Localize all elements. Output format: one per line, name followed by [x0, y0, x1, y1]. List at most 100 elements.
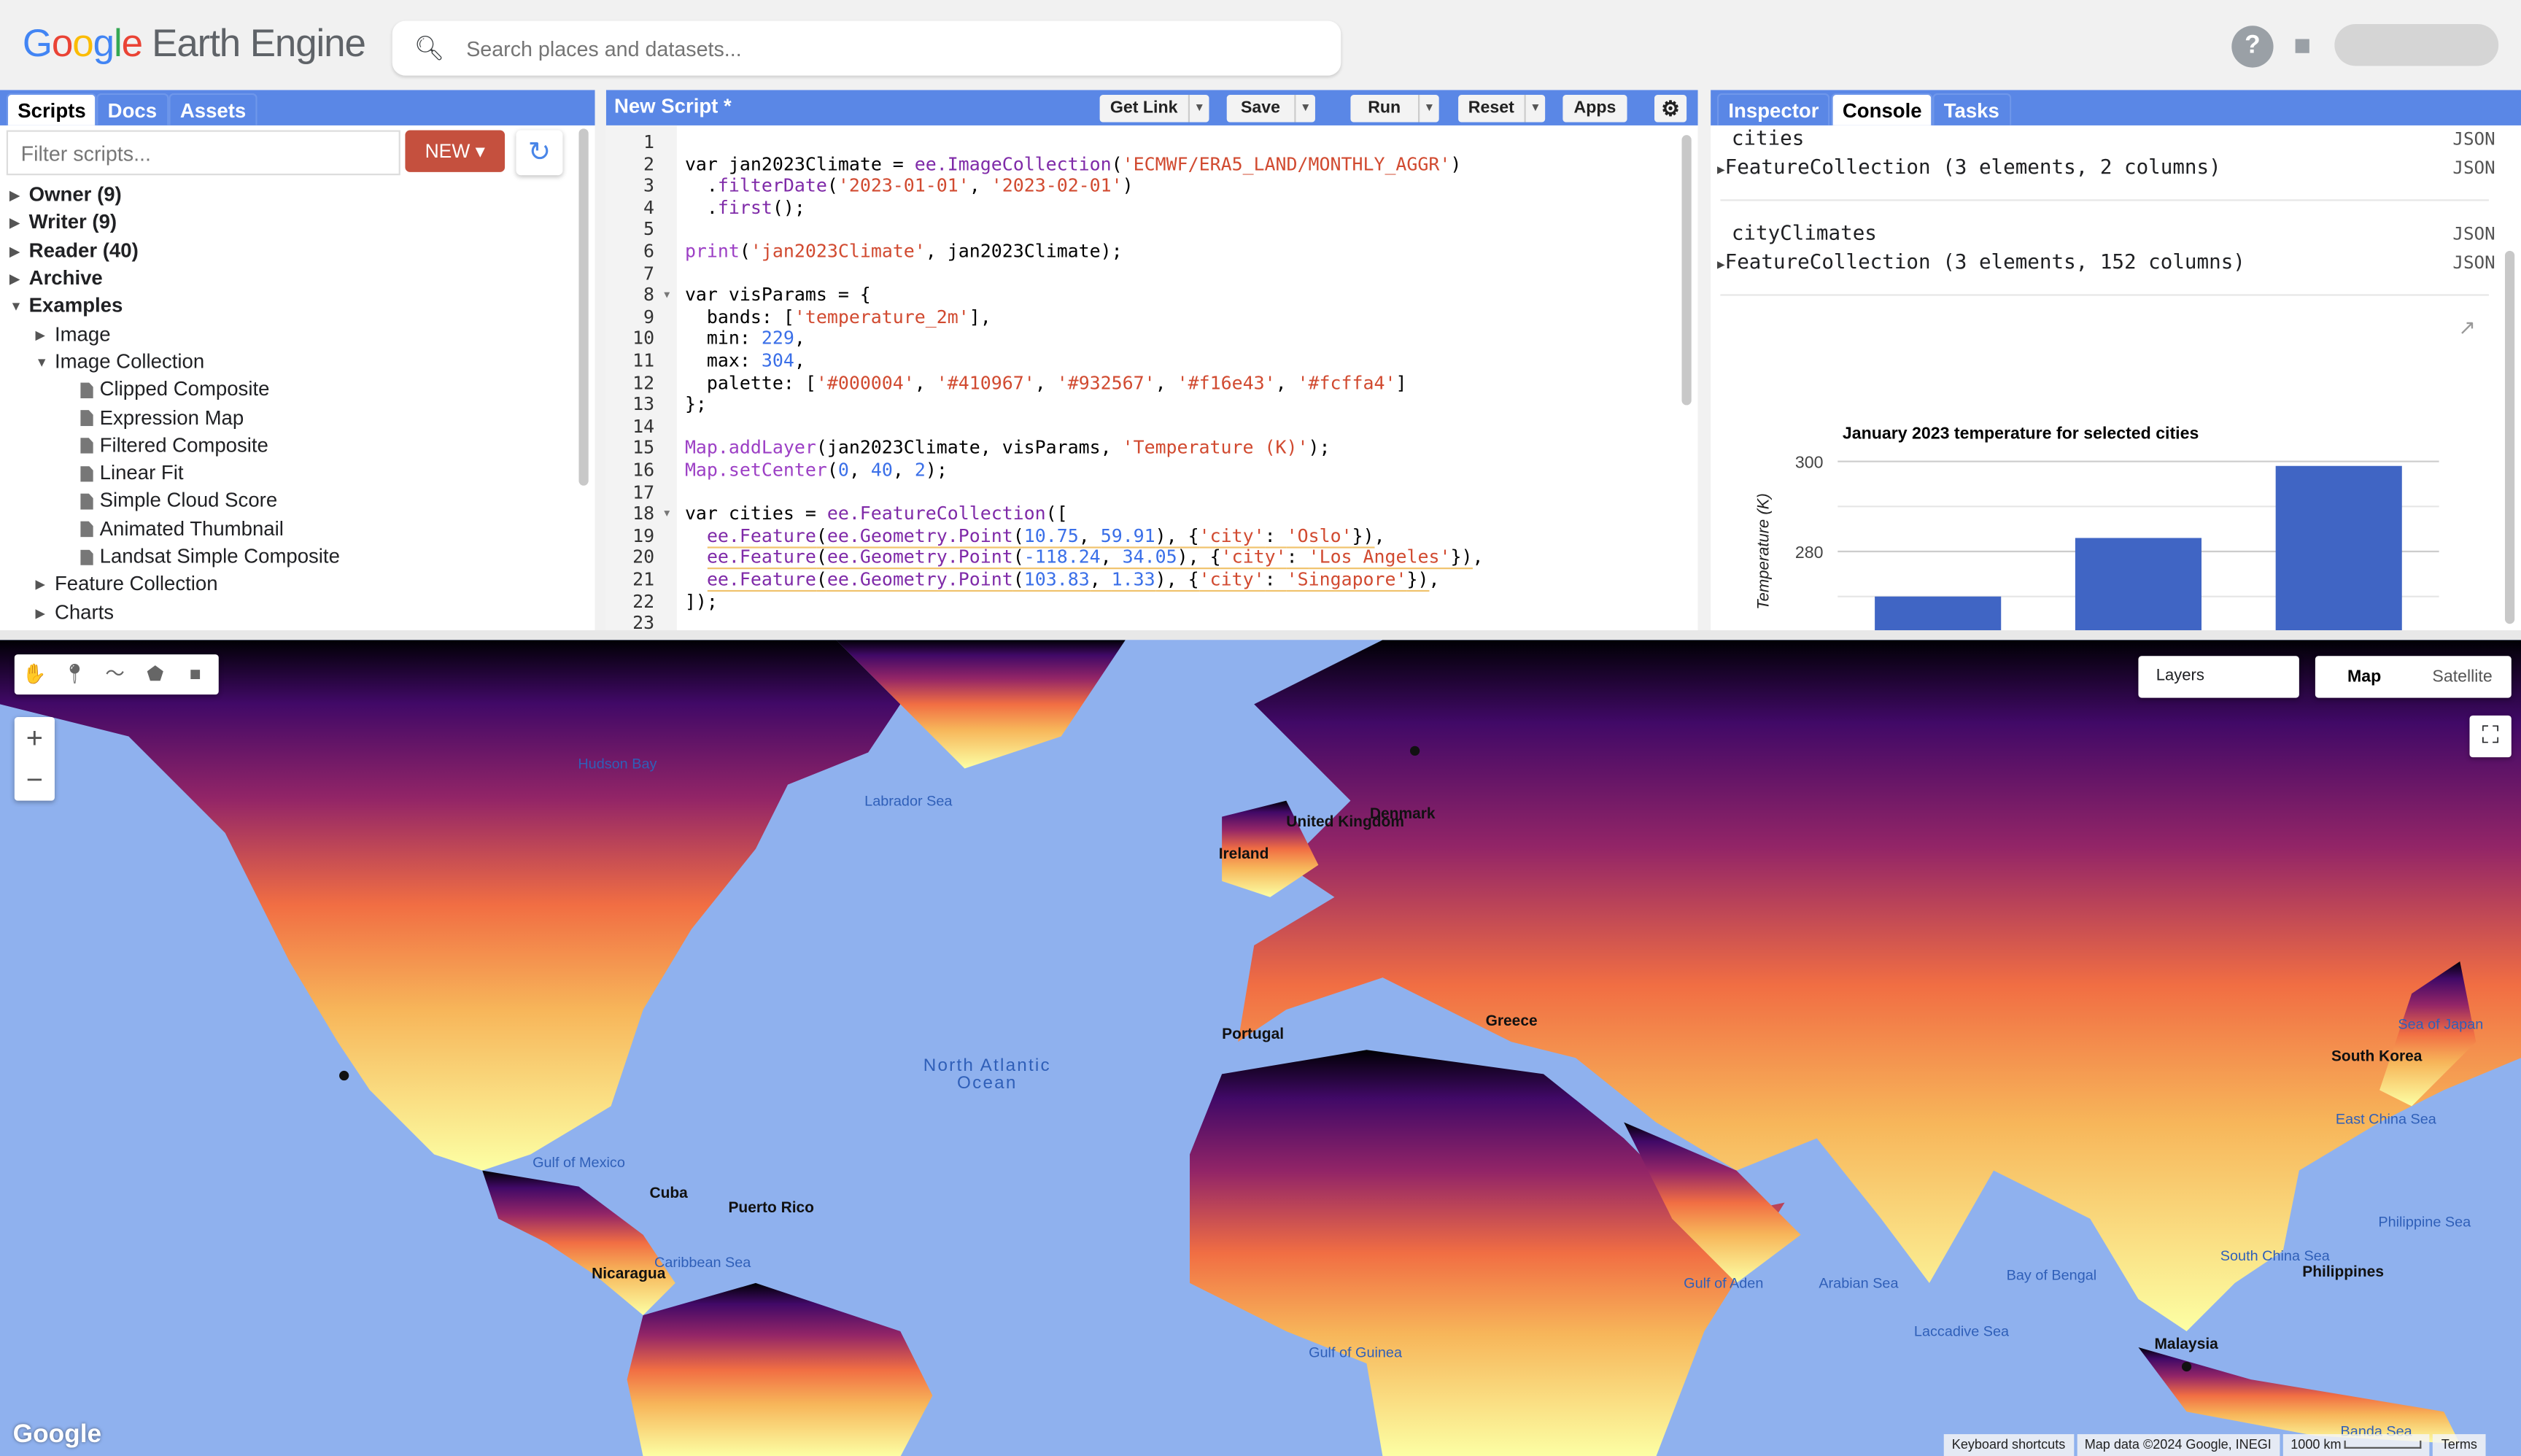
console-item-value[interactable]: ▶FeatureCollection (3 elements, 152 colu…	[1717, 249, 2245, 274]
code-line[interactable]: print('jan2023Climate', jan2023Climate);	[685, 241, 1123, 263]
tree-item[interactable]: ▼ Examples	[9, 293, 340, 321]
tab-tasks[interactable]: Tasks	[1932, 93, 2011, 125]
zoom-out-button[interactable]: −	[26, 763, 43, 797]
tree-item[interactable]: ▶ Archive	[9, 265, 340, 293]
scrollbar[interactable]	[2504, 250, 2515, 624]
code-line[interactable]: ]);	[685, 591, 718, 613]
draw-line-icon[interactable]: 〜	[105, 662, 125, 685]
code-line[interactable]: ee.Feature(ee.Geometry.Point(10.75, 59.9…	[685, 525, 1385, 549]
panel-resize-handle[interactable]	[0, 630, 2521, 640]
tree-item[interactable]: ▶ Writer (9)	[9, 209, 340, 237]
code-line[interactable]: ee.Feature(ee.Geometry.Point(-118.24, 34…	[685, 547, 1483, 570]
code-line[interactable]: Map.addLayer(jan2023Climate, visParams, …	[685, 438, 1330, 460]
tree-item[interactable]: Filtered Composite	[9, 432, 340, 460]
draw-polygon-icon[interactable]: ⬟	[147, 662, 164, 685]
tree-item[interactable]: ▶ Reader (40)	[9, 237, 340, 265]
expand-triangle-icon[interactable]: ▶	[1716, 257, 1725, 272]
scrollbar[interactable]	[1681, 135, 1692, 406]
search-bar[interactable]: 🔍︎	[392, 20, 1341, 76]
code-token: ee.Geometry.Point	[826, 569, 1013, 592]
dropdown-arrow-icon[interactable]: ▼	[1188, 95, 1209, 123]
tree-item[interactable]: Landsat Simple Composite	[9, 543, 340, 571]
city-marker-los-angeles[interactable]	[339, 1070, 349, 1081]
city-marker-oslo[interactable]	[1409, 746, 1420, 756]
get-link-button[interactable]: Get Link ▼	[1099, 95, 1209, 123]
keyboard-shortcuts-link[interactable]: Keyboard shortcuts	[1943, 1434, 2074, 1456]
apps-button[interactable]: Apps	[1562, 95, 1627, 123]
code-line[interactable]: ee.Feature(ee.Geometry.Point(103.83, 1.3…	[685, 569, 1440, 592]
save-button[interactable]: Save ▼	[1226, 95, 1315, 123]
tree-item-label: Examples	[28, 295, 123, 317]
code-line[interactable]: palette: ['#000004', '#410967', '#932567…	[685, 372, 1407, 394]
json-link[interactable]: JSON	[2452, 223, 2495, 245]
tree-item[interactable]: Linear Fit	[9, 460, 340, 487]
settings-gear-icon[interactable]: ⚙	[1654, 95, 1687, 123]
tree-item[interactable]: ▼ Image Collection	[9, 349, 340, 376]
refresh-icon[interactable]: ↻	[516, 130, 563, 176]
tree-item[interactable]: Animated Thumbnail	[9, 516, 340, 543]
code-token: 'Singapore'	[1286, 569, 1407, 592]
zoom-in-button[interactable]: +	[26, 721, 43, 754]
logo[interactable]: Google Earth Engine	[23, 22, 366, 68]
tab-assets[interactable]: Assets	[169, 93, 257, 125]
run-button[interactable]: Run ▼	[1350, 95, 1439, 123]
layers-button[interactable]: Layers	[2138, 656, 2299, 698]
tree-item[interactable]: ▶ Owner (9)	[9, 182, 340, 209]
code-line[interactable]: var cities = ee.FeatureCollection([	[685, 503, 1068, 525]
json-link[interactable]: JSON	[2452, 158, 2495, 179]
search-input[interactable]	[466, 36, 1303, 61]
json-link[interactable]: JSON	[2452, 252, 2495, 274]
code-line[interactable]: var visParams = {	[685, 285, 871, 307]
code-token: (	[826, 175, 838, 197]
map-view[interactable]: Hudson Bay Labrador Sea North Atlantic Oce…	[0, 640, 2521, 1456]
code-line[interactable]: Map.setCenter(0, 40, 2);	[685, 460, 948, 481]
code-line[interactable]: .first();	[685, 198, 805, 220]
dropdown-arrow-icon[interactable]: ▼	[1418, 95, 1439, 123]
dropdown-arrow-icon[interactable]: ▼	[1524, 95, 1545, 123]
scrollbar[interactable]	[578, 128, 589, 486]
console-item-value[interactable]: ▶FeatureCollection (3 elements, 2 column…	[1717, 155, 2221, 179]
reset-button[interactable]: Reset ▼	[1458, 95, 1546, 123]
expand-triangle-icon[interactable]: ▶	[1716, 162, 1725, 177]
code-token: ), {	[1155, 569, 1199, 592]
map-type-map-button[interactable]: Map	[2347, 667, 2382, 687]
dropdown-arrow-icon[interactable]: ▼	[1294, 95, 1315, 123]
filter-scripts-input[interactable]	[6, 130, 400, 176]
tree-item[interactable]: Simple Cloud Score	[9, 487, 340, 515]
tab-inspector[interactable]: Inspector	[1716, 93, 1830, 125]
tree-item[interactable]: ▶ Charts	[9, 599, 340, 627]
tree-item[interactable]: Clipped Composite	[9, 376, 340, 404]
map-type-satellite-button[interactable]: Satellite	[2432, 667, 2493, 687]
tree-item[interactable]: ▶ Feature Collection	[9, 571, 340, 599]
script-title[interactable]: New Script *	[613, 95, 732, 117]
pan-hand-icon[interactable]: ✋	[22, 662, 47, 685]
code-line[interactable]: };	[685, 394, 707, 416]
code-token: first	[717, 197, 772, 219]
tree-item[interactable]: ▶ Image	[9, 321, 340, 349]
scale-bar[interactable]: 1000 km	[2282, 1434, 2431, 1456]
fold-arrow-icon[interactable]: ▼	[664, 508, 670, 520]
add-marker-icon[interactable]: 📍︎	[62, 662, 88, 685]
code-line[interactable]: min: 229,	[685, 328, 805, 350]
city-marker-singapore[interactable]	[2181, 1361, 2192, 1372]
terms-link[interactable]: Terms	[2433, 1434, 2485, 1456]
fold-arrow-icon[interactable]: ▼	[664, 290, 670, 301]
new-button[interactable]: NEW ▾	[405, 130, 506, 172]
logo-letter: o	[72, 22, 93, 66]
help-icon[interactable]: ?	[2231, 26, 2274, 68]
tab-console[interactable]: Console	[1831, 93, 1934, 125]
code-line[interactable]: .filterDate('2023-01-01', '2023-02-01')	[685, 176, 1134, 198]
open-in-new-icon[interactable]: ↗	[2458, 315, 2477, 340]
account-button[interactable]	[2334, 24, 2499, 66]
tab-scripts[interactable]: Scripts	[6, 93, 98, 125]
draw-rectangle-icon[interactable]: ■	[189, 662, 201, 685]
fullscreen-icon[interactable]: ⛶	[2469, 715, 2512, 758]
json-link[interactable]: JSON	[2452, 128, 2495, 150]
code-line[interactable]: bands: ['temperature_2m'],	[685, 307, 991, 329]
feedback-icon[interactable]: ■	[2293, 28, 2312, 61]
tree-item[interactable]: Expression Map	[9, 404, 340, 432]
tab-docs[interactable]: Docs	[96, 93, 169, 125]
code-line[interactable]: var jan2023Climate = ee.ImageCollection(…	[685, 154, 1461, 176]
code-editor[interactable]: 1 2 3 4 5 6 7 8 ▼ 9 10 11 12 13 14 15 16 17 18 ▼ 19 20 21 22 23 …	[605, 125, 1698, 634]
code-line[interactable]: max: 304,	[685, 350, 805, 372]
